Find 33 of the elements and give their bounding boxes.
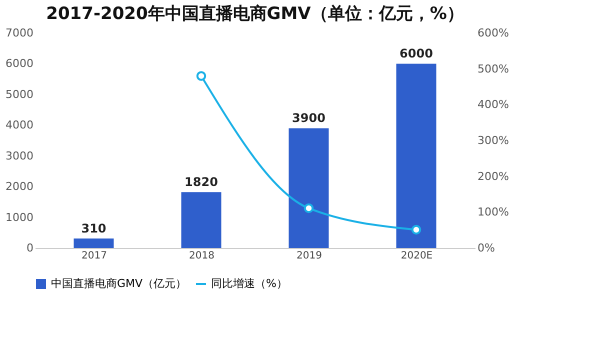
- legend-label: 中国直播电商GMV（亿元）: [51, 277, 187, 290]
- x-tick-label: 2019: [296, 250, 322, 262]
- point: [411, 224, 422, 235]
- x-tick-label: 2018: [189, 250, 214, 262]
- y2-tick-label: 400%: [478, 98, 509, 112]
- y2-tick-label: 600%: [478, 26, 509, 40]
- y2-tick-label: 200%: [478, 170, 509, 183]
- bar: [288, 128, 329, 248]
- y-tick-label: 4000: [6, 118, 34, 132]
- y-tick-label: 7000: [6, 26, 34, 40]
- legend-label: 同比增速（%）: [211, 277, 288, 290]
- y2-tick-label: 300%: [478, 134, 509, 147]
- data-label: 3900: [292, 111, 326, 126]
- y2-tick-label: 0%: [478, 242, 495, 254]
- x-tick-label: 2020E: [400, 250, 433, 262]
- y-tick-label: 0: [26, 242, 34, 254]
- bar: [181, 192, 222, 248]
- data-label: 310: [81, 221, 106, 236]
- x-tick-label: 2017: [82, 250, 107, 262]
- y2-tick-label: 100%: [478, 206, 509, 219]
- y-tick-label: 2000: [6, 180, 34, 194]
- y-tick-label: 1000: [6, 210, 34, 224]
- y-tick-label: 3000: [6, 149, 34, 162]
- bar: [396, 64, 436, 248]
- point: [304, 203, 314, 214]
- y2-tick-label: 500%: [478, 62, 509, 76]
- bar: [74, 238, 114, 248]
- chart-title: 2017-2020年中国直播电商GMV（单位：亿元，%）: [46, 4, 464, 24]
- point: [196, 71, 206, 81]
- y-tick-label: 5000: [6, 88, 34, 101]
- y-tick-label: 6000: [6, 57, 34, 70]
- data-label: 6000: [400, 46, 433, 61]
- data-label: 1820: [184, 175, 218, 190]
